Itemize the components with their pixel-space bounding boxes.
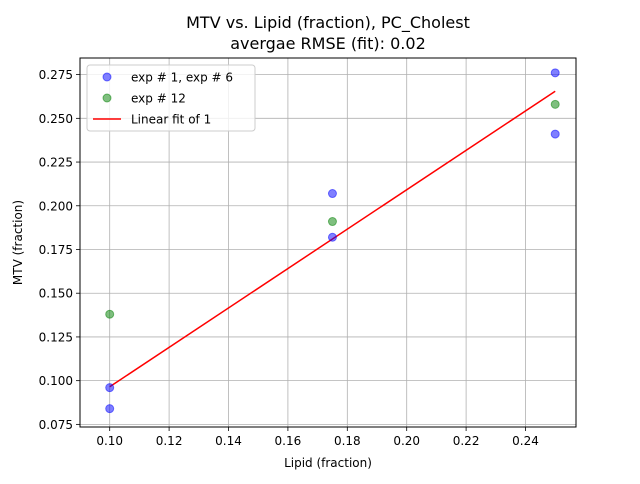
data-point <box>327 189 337 199</box>
y-tick-label: 0.275 <box>39 68 73 82</box>
x-tick-label: 0.20 <box>393 434 420 448</box>
legend-marker-swatch <box>102 93 112 103</box>
x-tick-label: 0.10 <box>96 434 123 448</box>
x-tick-label: 0.18 <box>334 434 361 448</box>
data-point <box>550 129 560 139</box>
x-axis-label: Lipid (fraction) <box>284 456 372 470</box>
y-tick-label: 0.075 <box>39 418 73 432</box>
y-tick-label: 0.225 <box>39 156 73 170</box>
x-tick-label: 0.24 <box>512 434 539 448</box>
legend-label: Linear fit of 1 <box>131 113 211 127</box>
x-tick-label: 0.12 <box>156 434 183 448</box>
y-tick-label: 0.175 <box>39 243 73 257</box>
legend-marker-swatch <box>102 72 112 82</box>
x-tick-label: 0.16 <box>275 434 302 448</box>
data-point <box>327 217 337 227</box>
y-tick-label: 0.125 <box>39 330 73 344</box>
legend-label: exp # 12 <box>131 92 186 106</box>
y-tick-label: 0.200 <box>39 199 73 213</box>
x-tick-label: 0.14 <box>215 434 242 448</box>
data-point <box>105 404 115 414</box>
y-tick-label: 0.100 <box>39 374 73 388</box>
data-point <box>105 309 115 319</box>
chart-subtitle: avergae RMSE (fit): 0.02 <box>230 34 426 53</box>
chart-title: MTV vs. Lipid (fraction), PC_Cholest <box>186 13 470 33</box>
x-tick-label: 0.22 <box>453 434 480 448</box>
data-point <box>550 99 560 109</box>
data-point <box>550 68 560 78</box>
legend-box <box>86 64 256 132</box>
legend: exp # 1, exp # 6 exp # 12 Linear fit of 1 <box>86 64 256 132</box>
data-point <box>105 383 115 393</box>
data-point <box>327 232 337 242</box>
y-axis-label: MTV (fraction) <box>11 200 25 285</box>
y-tick-label: 0.150 <box>39 287 73 301</box>
y-tick-label: 0.250 <box>39 112 73 126</box>
plot-frame <box>79 57 577 428</box>
legend-label: exp # 1, exp # 6 <box>131 71 233 85</box>
